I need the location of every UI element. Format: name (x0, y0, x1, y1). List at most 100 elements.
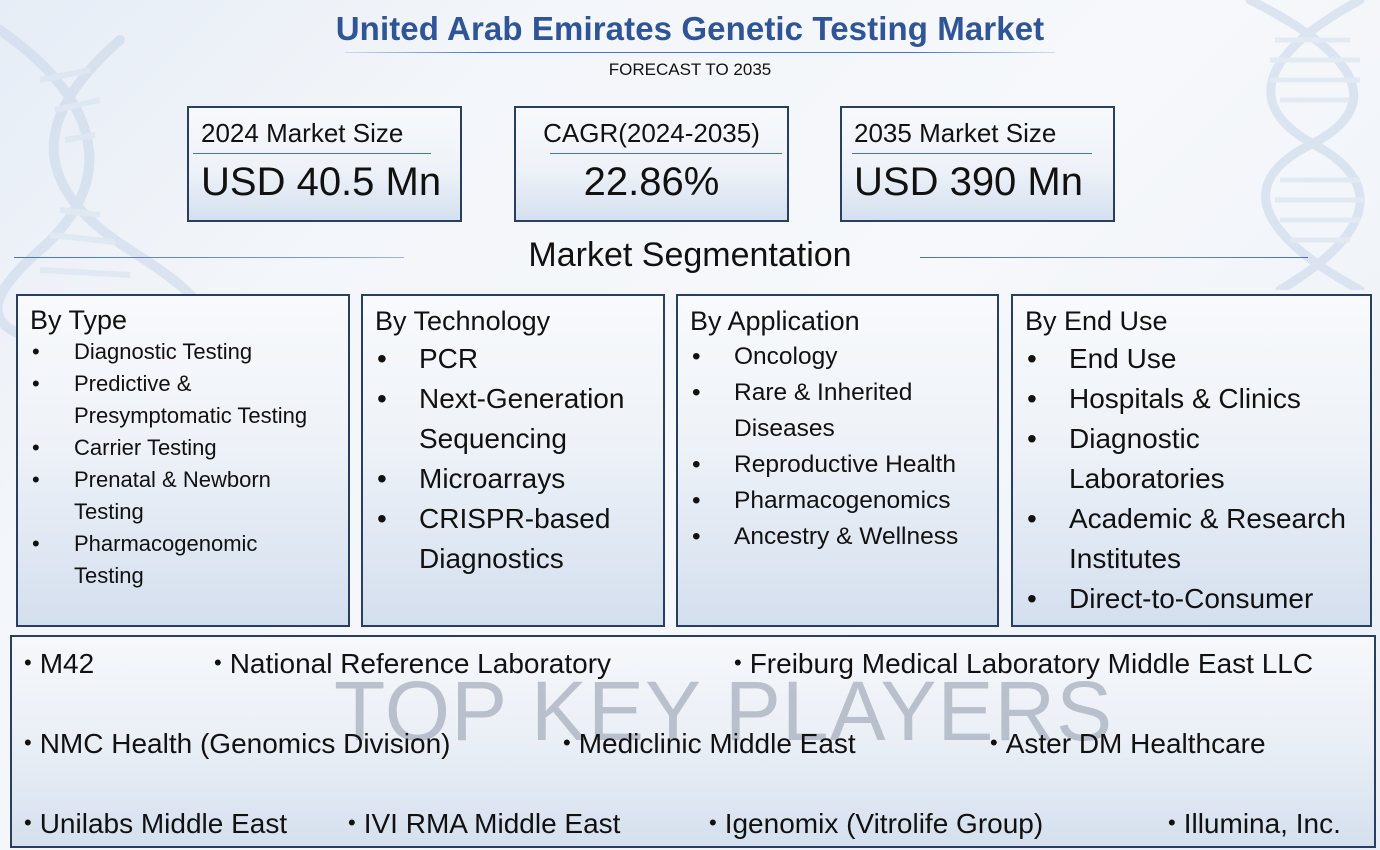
segment-list: • PCR • Next-Generation Sequencing • Microa… (375, 339, 651, 579)
segment-card-by-end-use: By End Use • End Use • Hospitals & Clinics… (1011, 294, 1372, 627)
kpi-card-cagr: CAGR(2024-2035) 22.86% (514, 106, 789, 222)
kpi-label: 2035 Market Size (854, 118, 1057, 148)
segment-item-label: Diagnostics (419, 543, 564, 574)
segment-item: • Pharmacogenomics (690, 483, 985, 519)
segment-item: • End Use (1025, 339, 1358, 379)
bullet-icon: • (692, 451, 701, 478)
bullet-icon: • (1027, 503, 1037, 534)
segment-item: • Rare & Inherited (690, 375, 985, 411)
player-item: • Aster DM Healthcare (990, 730, 1266, 758)
segment-card-by-type: By Type • Diagnostic Testing • Predictive … (16, 294, 350, 627)
segment-item-continued: Presymptomatic Testing (30, 400, 336, 432)
segment-item-label: Hospitals & Clinics (1069, 383, 1301, 414)
segment-item-label: Diagnostic Testing (74, 339, 253, 364)
player-name: Freiburg Medical Laboratory Middle East … (749, 648, 1314, 679)
player-item: • NMC Health (Genomics Division) (24, 730, 450, 758)
segment-heading: By End Use (1025, 306, 1168, 336)
segment-list: • Diagnostic Testing • Predictive & Presym… (30, 336, 336, 592)
segment-item-label: Diseases (734, 415, 835, 442)
segment-item-label: Sequencing (419, 423, 567, 454)
segment-item-continued: Institutes (1025, 539, 1358, 579)
segment-item-label: PCR (419, 343, 479, 374)
segment-item-continued: Testing (30, 496, 336, 528)
segment-item: • Academic & Research (1025, 499, 1358, 539)
segment-item: • Pharmacogenomic (30, 528, 336, 560)
segment-card-by-technology: By Technology • PCR • Next-Generation Sequ… (361, 294, 665, 627)
bullet-icon: • (692, 343, 701, 370)
bullet-icon: • (24, 810, 32, 835)
bullet-icon: • (377, 383, 387, 414)
segment-item-label: Testing (74, 563, 144, 588)
kpi-label: 2024 Market Size (201, 118, 404, 148)
segment-item: • Oncology (690, 339, 985, 375)
segment-card-by-application: By Application • Oncology • Rare & Inherit… (676, 294, 999, 627)
bullet-icon: • (1027, 343, 1037, 374)
bullet-icon: • (377, 503, 387, 534)
bullet-icon: • (348, 810, 356, 835)
player-name: Unilabs Middle East (39, 808, 288, 839)
bullet-icon: • (990, 730, 998, 755)
player-item: • Unilabs Middle East (24, 810, 287, 838)
player-item: • Illumina, Inc. (1168, 810, 1341, 838)
player-item: • National Reference Laboratory (214, 650, 611, 678)
segment-item: • Diagnostic Testing (30, 336, 336, 368)
kpi-value: USD 40.5 Mn (201, 160, 442, 204)
bullet-icon: • (1168, 810, 1176, 835)
player-item: • M42 (24, 650, 94, 678)
player-name: NMC Health (Genomics Division) (39, 728, 451, 759)
segment-item: • Diagnostic (1025, 419, 1358, 459)
segment-item-continued: Diagnostics (375, 539, 651, 579)
segment-item: • Reproductive Health (690, 447, 985, 483)
segment-item: • CRISPR-based (375, 499, 651, 539)
segment-item: • Microarrays (375, 459, 651, 499)
segment-item: • Hospitals & Clinics (1025, 379, 1358, 419)
segment-item: • Prenatal & Newborn (30, 464, 336, 496)
section-divider-left (14, 257, 404, 258)
page-title: United Arab Emirates Genetic Testing Mar… (335, 10, 1045, 47)
segment-item-label: CRISPR-based (419, 503, 611, 534)
player-item: • Mediclinic Middle East (563, 730, 856, 758)
bullet-icon: • (377, 343, 387, 374)
segment-item-label: Direct-to-Consumer (1069, 583, 1314, 614)
player-name: Igenomix (Vitrolife Group) (724, 808, 1044, 839)
segment-item: • Direct-to-Consumer (1025, 579, 1358, 619)
segment-item-label: Laboratories (1069, 463, 1225, 494)
segment-item-label: Academic & Research (1069, 503, 1347, 534)
kpi-card-2035-market-size: 2035 Market Size USD 390 Mn (840, 106, 1115, 222)
player-item: • Igenomix (Vitrolife Group) (709, 810, 1043, 838)
bullet-icon: • (24, 730, 32, 755)
key-players-panel: TOP KEY PLAYERS • M42 • National Reference… (10, 635, 1376, 848)
segment-item-label: Ancestry & Wellness (734, 523, 959, 550)
player-name: IVI RMA Middle East (363, 808, 621, 839)
segmentation-title: Market Segmentation (528, 236, 852, 274)
segment-heading: By Technology (375, 306, 551, 336)
player-name: Aster DM Healthcare (1005, 728, 1266, 759)
bullet-icon: • (24, 650, 32, 675)
kpi-value: USD 390 Mn (854, 160, 1083, 204)
bullet-icon: • (32, 531, 40, 556)
segment-item-label: Carrier Testing (74, 435, 217, 460)
player-name: Mediclinic Middle East (578, 728, 856, 759)
segment-item-label: Presymptomatic Testing (74, 403, 308, 428)
segment-heading: By Application (690, 306, 860, 336)
player-item: • IVI RMA Middle East (348, 810, 620, 838)
bullet-icon: • (563, 730, 571, 755)
segment-item-label: Pharmacogenomics (734, 487, 951, 514)
segment-item: • PCR (375, 339, 651, 379)
bullet-icon: • (709, 810, 717, 835)
segment-item-label: Prenatal & Newborn (74, 467, 271, 492)
bullet-icon: • (32, 435, 40, 460)
segment-item-continued: Laboratories (1025, 459, 1358, 499)
bullet-icon: • (32, 467, 40, 492)
segment-item-label: Institutes (1069, 543, 1182, 574)
bullet-icon: • (1027, 583, 1037, 614)
key-players-watermark: TOP KEY PLAYERS (334, 664, 1114, 758)
section-divider-right (920, 257, 1308, 258)
bullet-icon: • (734, 650, 742, 675)
kpi-divider (193, 153, 431, 154)
page-subtitle: FORECAST TO 2035 (608, 60, 772, 79)
segment-list: • End Use • Hospitals & Clinics • Diagnosti… (1025, 339, 1358, 619)
segment-item-label: Next-Generation (419, 383, 625, 414)
segment-item-label: End Use (1069, 343, 1177, 374)
player-name: National Reference Laboratory (229, 648, 612, 679)
